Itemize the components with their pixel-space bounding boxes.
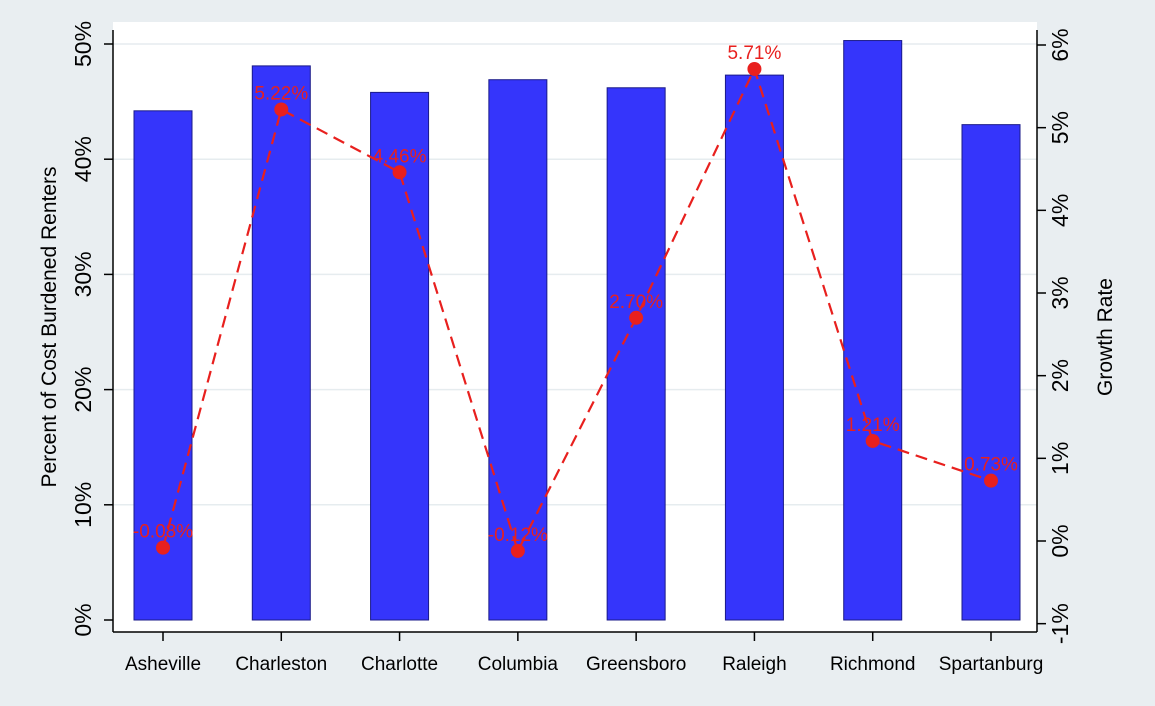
growth-point	[629, 310, 644, 325]
growth-data-label: 0.73%	[964, 455, 1018, 476]
bar	[133, 110, 193, 621]
growth-point	[747, 61, 762, 76]
growth-line-series: -0.08% 5.22% 4.46% -0.12% 2.70% 5.71% 1.21% 0.7…	[133, 43, 1018, 558]
x-tick-label: Charlotte	[361, 654, 438, 675]
axes: 0% 10% 20% 30% 40% 50% -1% 0% 1% 2% 3% 4% 5% 6% Ashevi…	[70, 21, 1073, 675]
growth-data-label: 4.46%	[373, 146, 427, 167]
y-axis-label: Percent of Cost Burdened Renters	[38, 166, 61, 487]
growth-point	[984, 473, 998, 488]
growth-data-label: -0.08%	[133, 522, 193, 543]
x-tick-label: Asheville	[125, 654, 201, 675]
x-tick-label: Charleston	[235, 654, 327, 675]
x-tick-label: Spartanburg	[939, 654, 1044, 675]
y2-tick-label: 2%	[1047, 359, 1073, 392]
growth-data-label: 5.71%	[727, 43, 781, 64]
y-tick-label: 50%	[70, 21, 96, 67]
growth-point	[865, 433, 880, 448]
bar	[961, 124, 1021, 621]
growth-point	[392, 165, 407, 180]
y-tick-label: 10%	[70, 482, 96, 528]
growth-data-label: 2.70%	[609, 292, 663, 313]
bar	[370, 91, 430, 621]
growth-data-label: -0.12%	[488, 525, 548, 546]
bar-series	[133, 40, 1021, 621]
x-tick-label: Greensboro	[586, 654, 686, 675]
growth-data-label: 5.22%	[254, 83, 308, 104]
y2-tick-label: 5%	[1047, 111, 1073, 144]
y2-tick-label: 6%	[1047, 28, 1073, 61]
y-tick-label: 0%	[70, 603, 96, 636]
bar	[251, 65, 311, 621]
x-tick-label: Raleigh	[722, 654, 786, 675]
bar	[606, 87, 666, 621]
x-tick-label: Columbia	[478, 654, 559, 675]
y2-tick-label: 3%	[1047, 276, 1073, 309]
growth-point	[156, 540, 170, 555]
y2-tick-label: 4%	[1047, 194, 1073, 227]
growth-line	[161, 65, 992, 554]
y-tick-label: 20%	[70, 367, 96, 413]
growth-point	[510, 543, 525, 558]
bar	[843, 40, 903, 621]
growth-data-label: 1.21%	[846, 415, 900, 436]
bar	[724, 74, 784, 621]
x-tick-label: Richmond	[830, 654, 916, 675]
bar	[488, 79, 548, 621]
y2-tick-label: 0%	[1047, 524, 1073, 557]
y2-axis-label: Growth Rate	[1094, 278, 1117, 396]
y2-tick-label: -1%	[1047, 603, 1073, 644]
y2-tick-label: 1%	[1047, 442, 1073, 475]
y-tick-label: 30%	[70, 251, 96, 297]
growth-point	[274, 102, 289, 117]
y-tick-label: 40%	[70, 136, 96, 182]
